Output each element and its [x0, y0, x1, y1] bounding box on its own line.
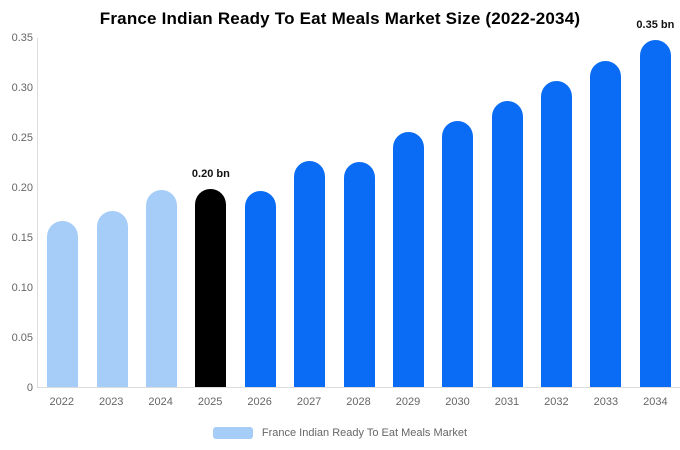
y-tick-0.20: 0.20 [11, 182, 33, 194]
x-label-2026: 2026 [247, 396, 272, 408]
bar-2029[interactable] [392, 132, 424, 387]
y-tick-0.15: 0.15 [11, 232, 33, 244]
x-label-2030: 2030 [445, 396, 470, 408]
y-tick-0.10: 0.10 [11, 282, 33, 294]
bars-container: 0.20 bn 0.35 bn [38, 19, 680, 387]
bar-slot-2031 [483, 38, 532, 387]
x-label-2027: 2027 [296, 396, 322, 408]
bar-2027[interactable] [294, 161, 326, 387]
annotation-2025: 0.20 bn [191, 168, 230, 180]
bar-2032[interactable] [541, 81, 573, 387]
legend[interactable]: France Indian Ready To Eat Meals Market [0, 427, 680, 439]
y-tick-0.30: 0.30 [11, 82, 33, 94]
bar-slot-2022 [38, 38, 87, 387]
bar-slot-2027 [285, 38, 334, 387]
x-label-2029: 2029 [395, 396, 421, 408]
bar-slot-2032 [532, 38, 581, 387]
x-label-2028: 2028 [346, 396, 371, 408]
bar-2024[interactable] [145, 190, 177, 387]
x-label-2031: 2031 [494, 396, 520, 408]
x-axis: 2022 2023 2024 2025 2026 2027 2028 2029 2030 2031… [37, 396, 680, 408]
x-label-2023: 2023 [98, 396, 124, 408]
bar-slot-2024 [137, 38, 186, 387]
bar-2023[interactable] [96, 211, 128, 387]
bar-2026[interactable] [244, 191, 276, 387]
bar-slot-2029 [384, 38, 433, 387]
x-label-2025: 2025 [197, 396, 223, 408]
y-tick-0: 0 [26, 382, 33, 394]
bar-2034[interactable] [639, 40, 671, 387]
x-label-2024: 2024 [148, 396, 173, 408]
bar-slot-2026 [236, 38, 285, 387]
bar-2030[interactable] [442, 121, 474, 387]
y-tick-0.35: 0.35 [11, 32, 33, 44]
x-label-2034: 2034 [643, 396, 668, 408]
bar-slot-2030 [433, 38, 482, 387]
legend-label: France Indian Ready To Eat Meals Market [261, 427, 468, 439]
plot-area: 0.20 bn 0.35 bn [37, 19, 680, 388]
bar-slot-2028 [334, 38, 383, 387]
bar-slot-2025: 0.20 bn [186, 38, 235, 387]
bar-2025[interactable] [195, 189, 227, 387]
x-label-2033: 2033 [593, 396, 619, 408]
bar-2022[interactable] [47, 221, 79, 387]
x-label-2022: 2022 [49, 396, 74, 408]
bar-2033[interactable] [590, 61, 622, 387]
chart-title: France Indian Ready To Eat Meals Market … [99, 9, 581, 28]
annotation-2034: 0.35 bn [636, 19, 675, 31]
bar-slot-2033 [581, 38, 630, 387]
y-axis: 0.35 0.30 0.25 0.20 0.15 0.10 0.05 0 [0, 32, 33, 394]
bar-2031[interactable] [491, 101, 523, 387]
bar-slot-2034: 0.35 bn [631, 19, 680, 387]
y-tick-0.05: 0.05 [11, 332, 33, 344]
bar-slot-2023 [87, 38, 136, 387]
y-tick-0.25: 0.25 [11, 132, 33, 144]
x-label-2032: 2032 [544, 396, 569, 408]
legend-swatch-icon [212, 427, 253, 439]
bar-2028[interactable] [343, 162, 375, 387]
